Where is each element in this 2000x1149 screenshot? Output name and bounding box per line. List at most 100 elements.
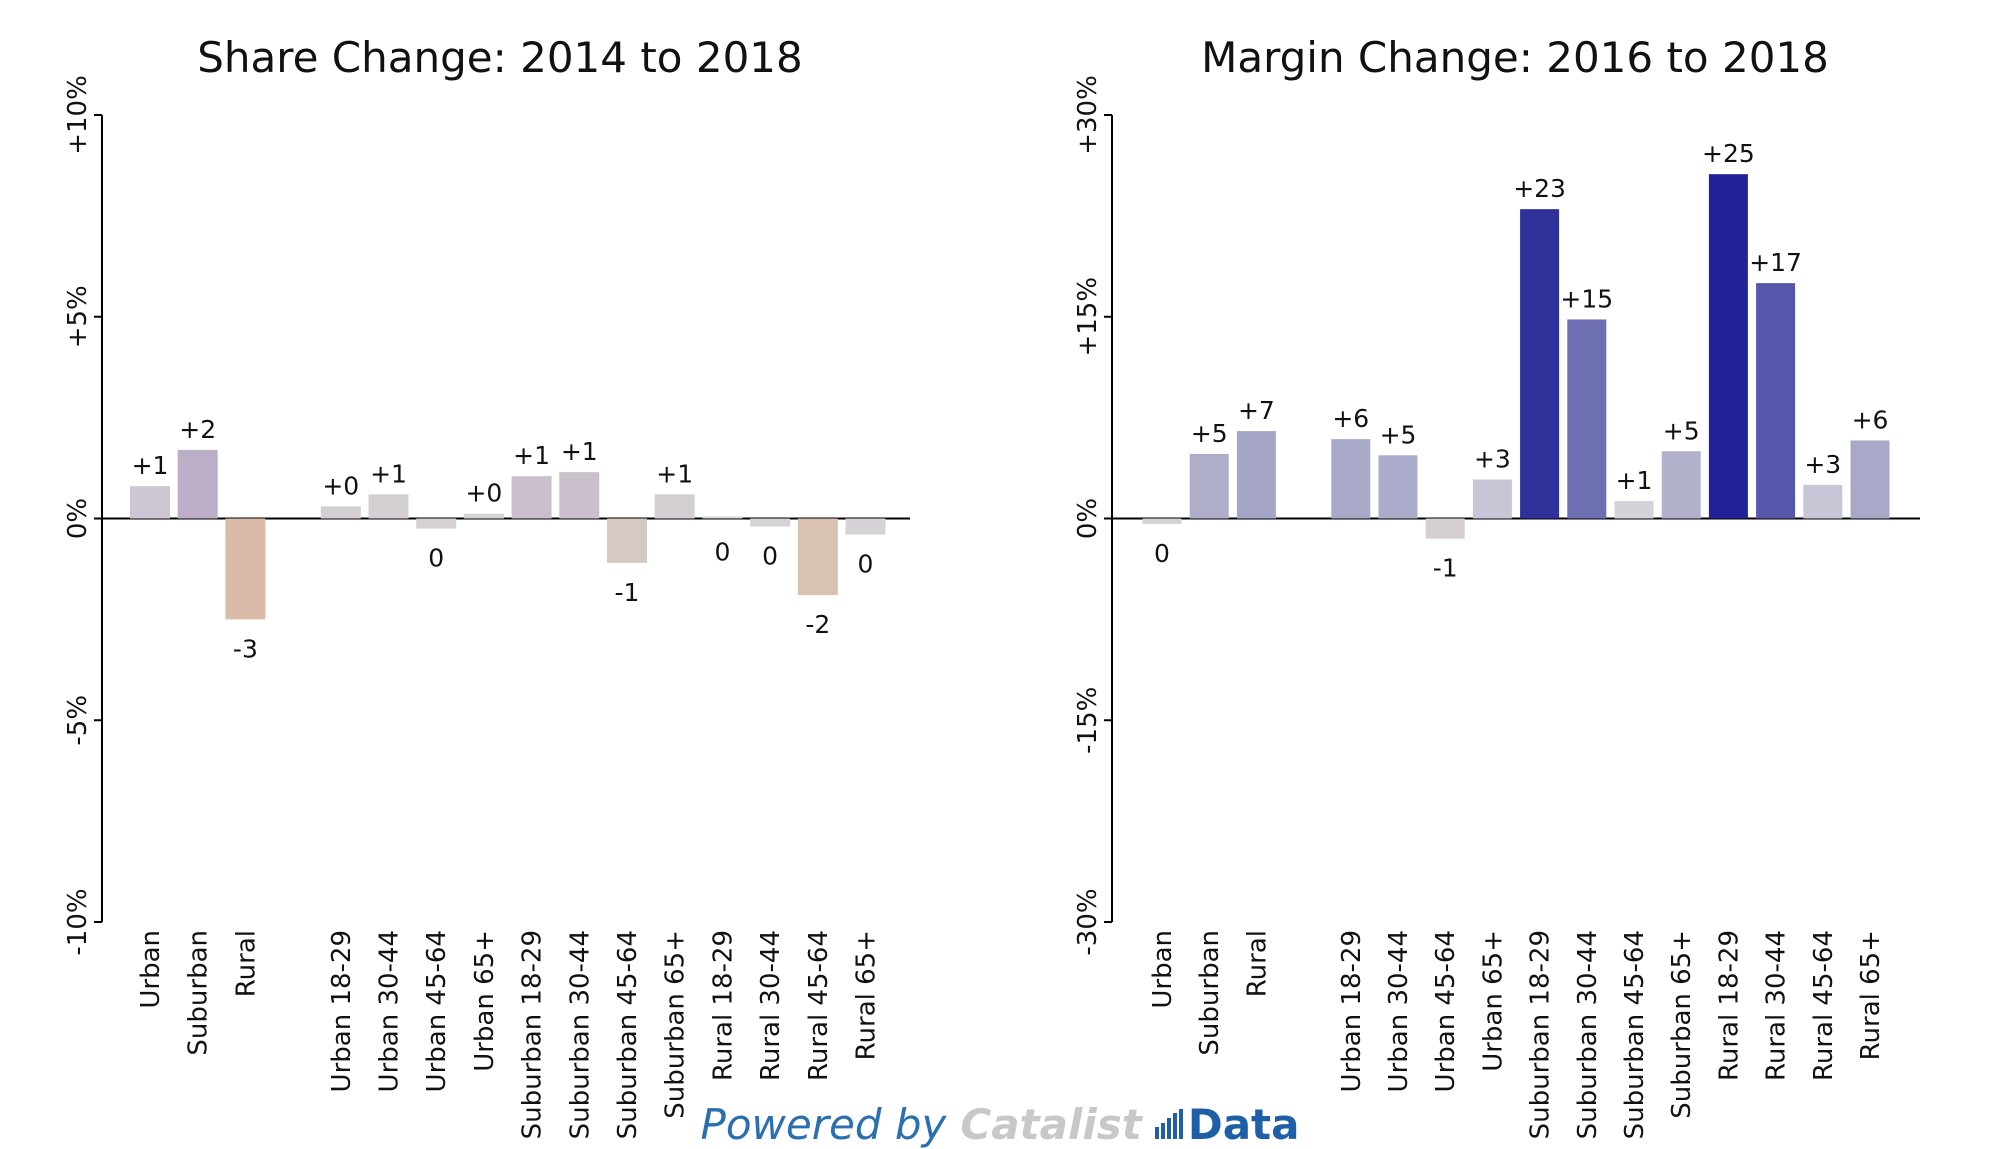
bar [1520,209,1560,519]
data-label: 0 [428,544,444,573]
category-label: Suburban [184,930,214,1056]
category-label: Urban [136,930,166,1009]
bar [320,506,361,519]
chart-title: Margin Change: 2016 to 2018 [1201,33,1829,82]
category-label: Urban 45-64 [1431,930,1461,1092]
category-label: Urban 45-64 [422,930,452,1092]
margin-change-chart: Margin Change: 2016 to 2018 +30% +15% 0% -15… [1073,33,1920,1139]
share-change-chart: Share Change: 2014 to 2018 +10% +5% 0% -5% -1… [63,33,910,1139]
bar [1472,479,1512,519]
bar [1425,518,1465,539]
data-label: +1 [513,441,550,470]
data-label: +5 [1380,420,1417,449]
y-tick-label: +5% [63,285,93,348]
y-tick-label: +30% [1073,75,1103,155]
data-label: +5 [1663,416,1700,445]
category-label: Suburban 18-29 [1526,930,1556,1139]
data-label: -3 [233,634,258,663]
y-tick-label: -5% [63,695,93,746]
category-label: Rural 30-44 [756,930,786,1081]
bar [607,518,647,563]
data-label: +6 [1332,404,1369,433]
data-label: 0 [1154,539,1170,568]
y-tick-label: +15% [1073,277,1103,357]
y-tick-label: -30% [1073,888,1103,955]
data-label: +6 [1852,405,1889,434]
bar [1661,451,1701,519]
bar [1189,453,1229,519]
data-label: 0 [714,538,730,567]
category-label: Rural 18-29 [1714,930,1744,1081]
bar [130,486,170,519]
data-label: +1 [1616,466,1653,495]
data-label: +1 [561,437,598,466]
bar [177,449,218,519]
bar [750,518,791,527]
bar [1142,518,1182,524]
data-label: +1 [370,459,407,488]
data-label: +15 [1560,284,1613,313]
y-tick-label: 0% [1073,498,1103,539]
bar [1567,319,1607,519]
category-label: Rural 65+ [1856,930,1886,1060]
y-tick-label: +10% [63,75,93,155]
category-label: Suburban 30-44 [565,930,595,1139]
category-label: Rural 45-64 [1809,930,1839,1081]
data-bars-icon [1154,1109,1184,1144]
category-label: Suburban 45-64 [613,930,643,1139]
y-tick-label: -15% [1073,687,1103,754]
bar [559,472,600,519]
category-label: Rural 45-64 [804,930,834,1081]
category-label: Urban 65+ [470,930,500,1072]
data-label: 0 [762,542,778,571]
data-logo-text: Data [1187,1100,1300,1149]
data-label: +0 [465,479,502,508]
category-label: Urban [1148,930,1178,1009]
bar [654,494,695,519]
category-label: Rural 30-44 [1762,930,1792,1081]
y-tick-label: -10% [63,888,93,955]
bar [1614,501,1654,519]
category-label: Urban 30-44 [1384,930,1414,1092]
data-label: +0 [322,471,359,500]
y-tick-label: 0% [63,498,93,539]
bar [1378,455,1418,519]
category-label: Rural 18-29 [708,930,738,1081]
data-label: 0 [858,550,874,579]
bar [511,476,552,519]
bar [1331,439,1371,519]
bar [416,518,457,529]
category-label: Urban 18-29 [327,930,357,1092]
category-label: Urban 65+ [1478,930,1508,1072]
bar [1850,440,1890,519]
powered-by-text: Powered by [700,1100,947,1149]
data-label: +7 [1238,396,1275,425]
bar [368,494,409,519]
category-label: Urban 30-44 [375,930,405,1092]
category-label: Rural 65+ [852,930,882,1060]
data-label: +17 [1749,248,1802,277]
category-label: Suburban 30-44 [1573,930,1603,1139]
category-label: Rural [1242,930,1272,997]
category-label: Suburban 45-64 [1620,930,1650,1139]
bar [225,518,266,620]
category-label: Rural [231,930,261,997]
data-label: +1 [656,459,693,488]
bar [463,513,504,519]
data-label: -2 [805,610,830,639]
data-label: +5 [1191,419,1228,448]
footer-brand: Powered by Catalist Data [0,1100,2000,1149]
data-label: +25 [1702,139,1755,168]
data-label: +3 [1474,444,1511,473]
category-label: Suburban 18-29 [518,930,548,1139]
bar [845,518,886,535]
category-label: Suburban 65+ [661,930,691,1119]
category-label: Urban 18-29 [1337,930,1367,1092]
category-label: Suburban [1195,930,1225,1056]
bar [797,518,838,596]
data-label: -1 [1433,554,1458,583]
chart-title: Share Change: 2014 to 2018 [197,33,803,82]
bar [1236,431,1276,519]
bar [1803,484,1843,519]
